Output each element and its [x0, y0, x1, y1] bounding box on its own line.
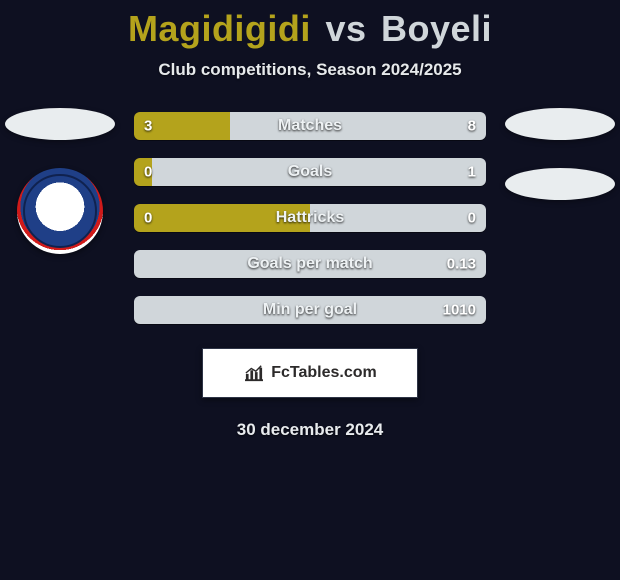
player2-name: Boyeli — [381, 8, 492, 49]
left-badge-col — [0, 108, 120, 254]
player1-placeholder-icon — [5, 108, 115, 140]
stat-label: Min per goal — [134, 301, 486, 319]
stat-bar: 00Hattricks — [134, 204, 486, 232]
brand-text: FcTables.com — [271, 364, 377, 382]
player1-name: Magidigidi — [128, 8, 311, 49]
vs-text: vs — [325, 8, 366, 49]
stat-bar: 0.13Goals per match — [134, 250, 486, 278]
subtitle: Club competitions, Season 2024/2025 — [0, 60, 620, 80]
right-badge-col — [500, 108, 620, 200]
comparison-title: Magidigidi vs Boyeli — [0, 0, 620, 50]
stat-label: Hattricks — [134, 209, 486, 227]
player1-club-badge-icon — [17, 168, 103, 254]
brand-card: FcTables.com — [202, 348, 418, 398]
stat-bars: 38Matches 01Goals 00Hattricks 0.13Goals per… — [134, 112, 486, 324]
stat-label: Goals per match — [134, 255, 486, 273]
stat-label: Goals — [134, 163, 486, 181]
date-text: 30 december 2024 — [0, 420, 620, 440]
player2-club-placeholder-icon — [505, 168, 615, 200]
player2-placeholder-icon — [505, 108, 615, 140]
stats-stage: 38Matches 01Goals 00Hattricks 0.13Goals per… — [0, 112, 620, 324]
brand-chart-icon — [243, 364, 265, 382]
stat-bar: 1010Min per goal — [134, 296, 486, 324]
stat-bar: 38Matches — [134, 112, 486, 140]
stat-bar: 01Goals — [134, 158, 486, 186]
stat-label: Matches — [134, 117, 486, 135]
